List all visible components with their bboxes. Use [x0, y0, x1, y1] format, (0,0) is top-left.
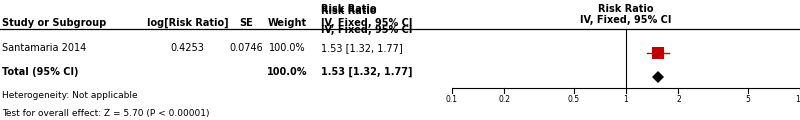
- Text: 1: 1: [624, 95, 628, 104]
- Text: 0.4253: 0.4253: [170, 43, 205, 53]
- Text: 1.53 [1.32, 1.77]: 1.53 [1.32, 1.77]: [321, 43, 402, 53]
- Text: 0.5: 0.5: [567, 95, 580, 104]
- Text: 0.1: 0.1: [446, 95, 458, 104]
- Text: 100.0%: 100.0%: [266, 67, 307, 77]
- Text: Heterogeneity: Not applicable: Heterogeneity: Not applicable: [2, 91, 138, 100]
- Text: 2: 2: [676, 95, 681, 104]
- Text: Risk Ratio: Risk Ratio: [321, 4, 377, 14]
- Text: 100.0%: 100.0%: [269, 43, 306, 53]
- Text: 0.2: 0.2: [498, 95, 510, 104]
- Text: 5: 5: [745, 95, 750, 104]
- Text: 10: 10: [795, 95, 800, 104]
- Text: Test for overall effect: Z = 5.70 (P < 0.00001): Test for overall effect: Z = 5.70 (P < 0…: [2, 109, 210, 118]
- Text: Weight: Weight: [267, 18, 306, 28]
- Text: Risk Ratio
IV, Fixed, 95% CI: Risk Ratio IV, Fixed, 95% CI: [321, 6, 412, 28]
- Text: 1.53 [1.32, 1.77]: 1.53 [1.32, 1.77]: [321, 67, 413, 78]
- Text: Risk Ratio
IV, Fixed, 95% CI: Risk Ratio IV, Fixed, 95% CI: [580, 4, 672, 25]
- Text: log[Risk Ratio]: log[Risk Ratio]: [146, 17, 228, 28]
- Text: SE: SE: [239, 18, 254, 28]
- Text: Total (95% CI): Total (95% CI): [2, 67, 78, 77]
- Text: IV, Fixed, 95% CI: IV, Fixed, 95% CI: [321, 25, 412, 35]
- Text: Santamaria 2014: Santamaria 2014: [2, 43, 86, 53]
- Text: 0.0746: 0.0746: [230, 43, 263, 53]
- Text: Study or Subgroup: Study or Subgroup: [2, 18, 106, 28]
